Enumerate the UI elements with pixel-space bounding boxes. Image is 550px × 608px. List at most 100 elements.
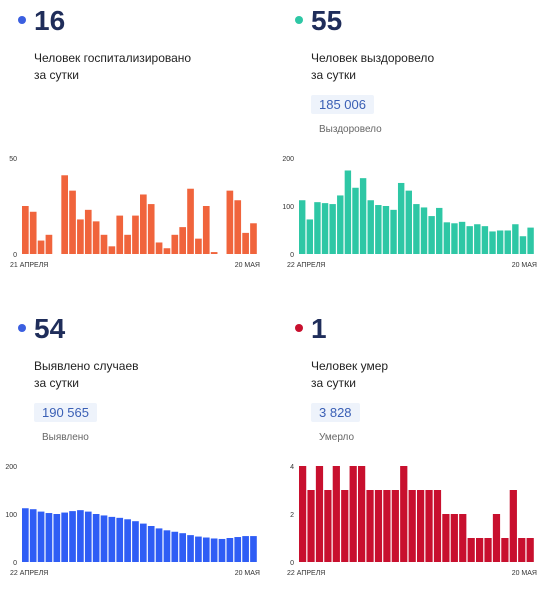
bar (29, 211, 37, 254)
bar (116, 517, 124, 562)
y-tick-label: 100 (5, 512, 17, 519)
deaths-total: 3 828 (311, 403, 360, 422)
bar (179, 533, 186, 562)
x-end-label: 20 МАЯ (235, 262, 260, 269)
bar (179, 227, 186, 254)
bar (501, 538, 509, 562)
bar (234, 537, 242, 562)
bar (358, 466, 366, 562)
recovered-label: Человек выздоровело за сутки (311, 50, 531, 84)
bar (496, 230, 504, 254)
y-tick-label: 2 (290, 512, 294, 519)
bar (250, 223, 257, 254)
bar (100, 515, 108, 562)
bar (383, 490, 391, 562)
bar (451, 223, 458, 254)
bar (417, 490, 425, 562)
label-line-2: за сутки (311, 376, 356, 390)
bar (467, 538, 475, 562)
deaths-chart: 0 2 4 22 АПРЕЛЯ 20 МАЯ (287, 464, 537, 577)
bar (425, 490, 433, 562)
bar (187, 188, 194, 254)
bar (250, 536, 257, 562)
bar (37, 511, 45, 562)
bar (147, 204, 155, 254)
bar (242, 536, 249, 562)
bar (210, 538, 218, 562)
bar (69, 511, 76, 562)
bar (492, 514, 501, 562)
bar (22, 206, 29, 254)
deaths-count: 1 (311, 313, 327, 344)
bar (436, 207, 443, 254)
deaths-total-label: Умерло (319, 432, 355, 443)
bar (504, 230, 511, 254)
x-end-label: 20 МАЯ (235, 570, 260, 577)
bar (53, 514, 61, 562)
bar (45, 234, 53, 254)
bar (163, 248, 171, 254)
panel-deaths: 1 Человек умер за сутки 3 828 Умерло 0 2 4… (277, 308, 542, 608)
bar (481, 226, 489, 254)
bar (408, 490, 416, 562)
bar (108, 246, 116, 254)
bar (61, 175, 68, 254)
panel-hospitalized: 16 Человек госпитализировано за сутки 0 5… (0, 0, 265, 300)
bar (314, 202, 321, 254)
bar (474, 224, 481, 254)
bar (400, 466, 408, 562)
bar (332, 466, 340, 562)
bullet-dot (18, 16, 26, 24)
x-start-label: 22 АПРЕЛЯ (287, 262, 325, 269)
bar (140, 194, 147, 254)
recovered-total: 185 006 (311, 95, 374, 114)
x-end-label: 20 МАЯ (512, 570, 537, 577)
bar (195, 238, 202, 254)
label-line-2: за сутки (34, 376, 79, 390)
hospitalized-chart: 0 50 21 АПРЕЛЯ 20 МАЯ (9, 156, 260, 269)
bar (195, 536, 202, 562)
bar (218, 538, 226, 562)
bar (337, 195, 344, 254)
panel-cases: 54 Выявлено случаев за сутки 190 565 Выя… (0, 308, 265, 608)
bar (234, 200, 242, 254)
bar (37, 240, 45, 254)
bar (92, 514, 100, 562)
bar (420, 207, 428, 254)
bar (489, 231, 496, 254)
bar (512, 224, 519, 254)
bar (366, 490, 374, 562)
bar (84, 209, 92, 254)
bar (132, 215, 139, 254)
bar (69, 190, 76, 254)
bar (22, 508, 29, 562)
bar (443, 222, 451, 254)
bar (484, 538, 492, 562)
bar (450, 514, 458, 562)
bar (210, 252, 218, 254)
bar (367, 200, 374, 254)
bar (375, 205, 382, 254)
bar (349, 466, 357, 562)
bar (509, 490, 517, 562)
bar (100, 234, 108, 254)
bar (299, 466, 307, 562)
recovered-total-label: Выздоровело (319, 124, 382, 135)
bar (132, 521, 139, 562)
bar (108, 516, 116, 562)
bar (202, 206, 210, 254)
bar (397, 182, 405, 254)
label-line-2: за сутки (34, 68, 79, 82)
bar (147, 526, 155, 562)
label-line-1: Человек госпитализировано (34, 51, 192, 65)
label-line-1: Выявлено случаев (34, 359, 139, 373)
bar (77, 219, 84, 254)
bar (344, 170, 352, 254)
bar (324, 490, 332, 562)
bar (390, 209, 397, 254)
x-start-label: 22 АПРЕЛЯ (10, 570, 48, 577)
hospitalized-label: Человек госпитализировано за сутки (34, 50, 254, 84)
bar (374, 490, 383, 562)
bar (526, 538, 534, 562)
bar (433, 490, 442, 562)
